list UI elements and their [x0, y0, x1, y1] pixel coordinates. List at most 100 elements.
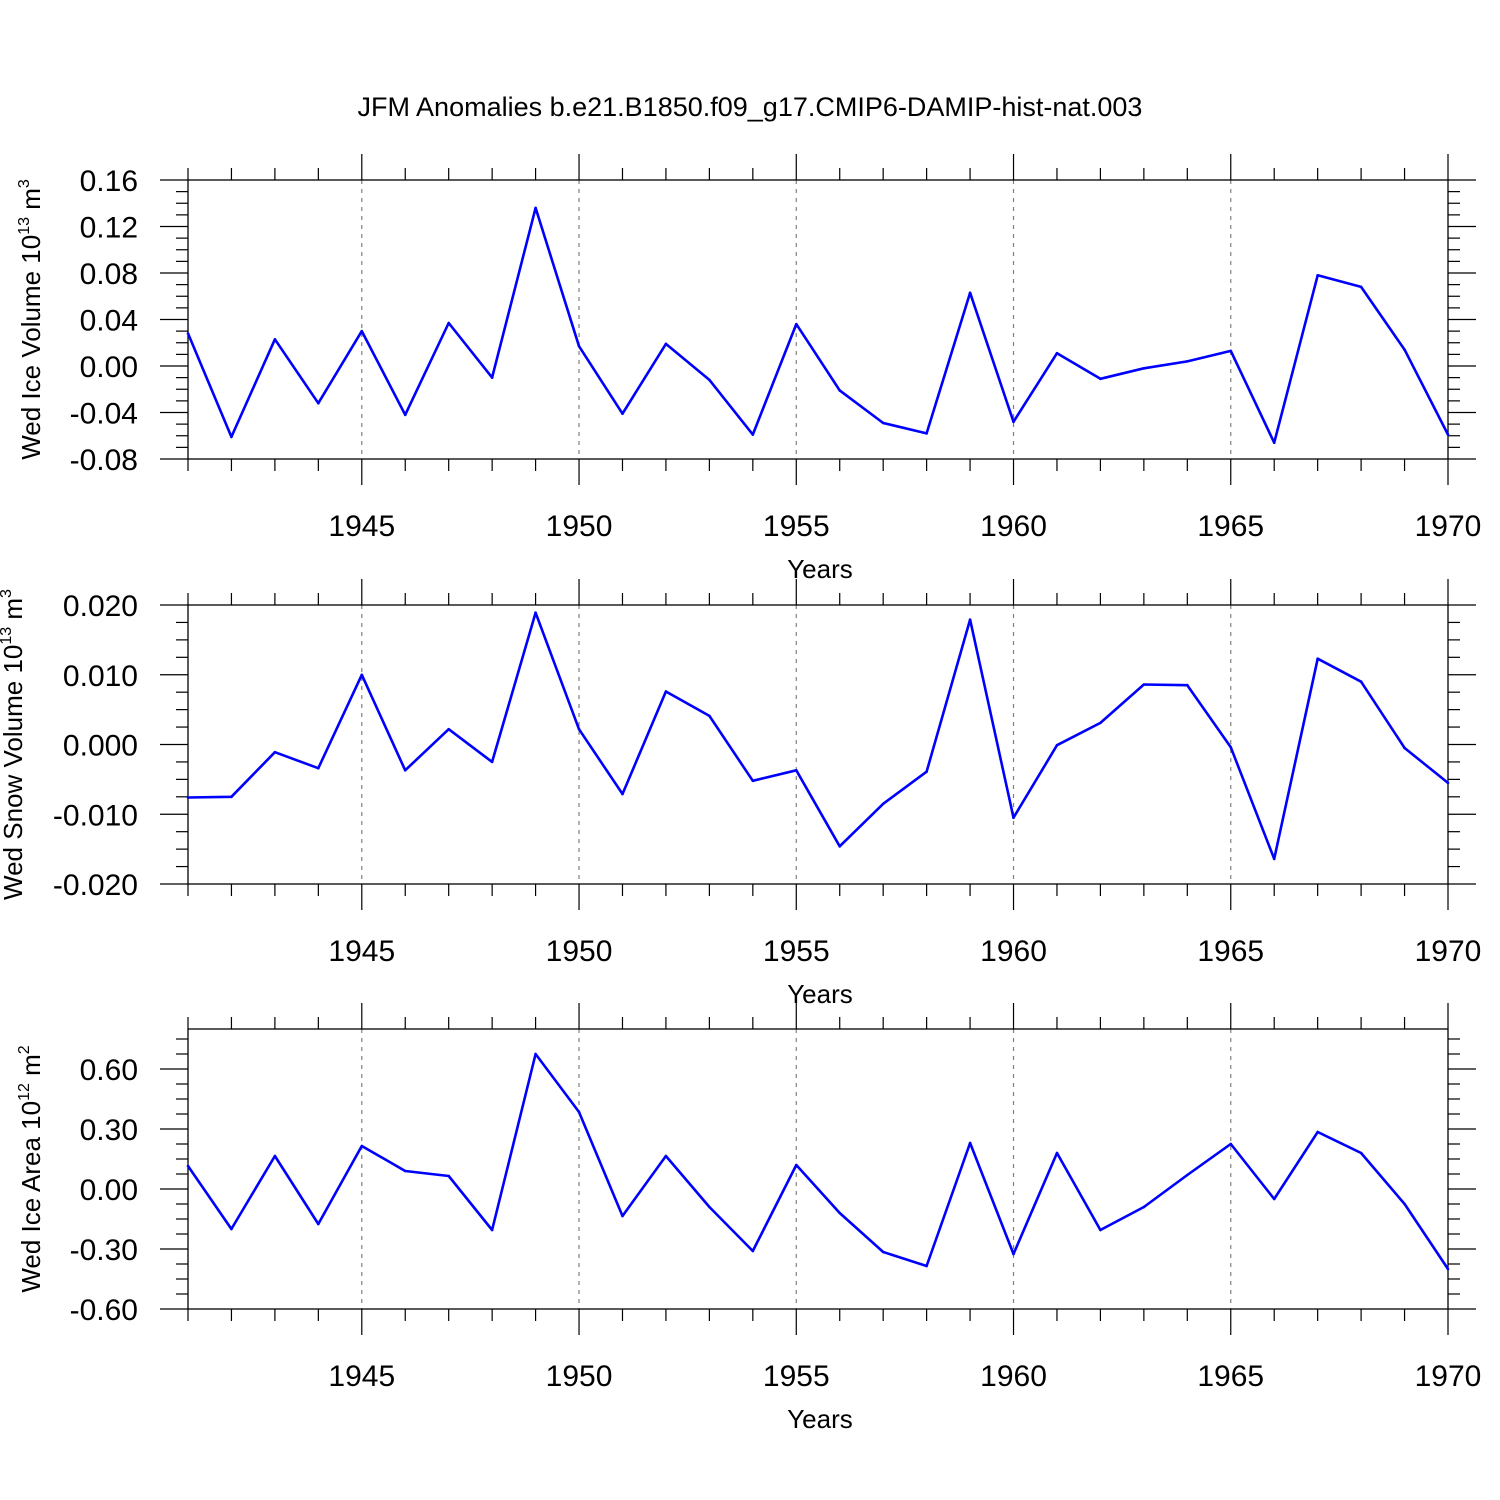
y-tick-label: 0.020 — [63, 590, 138, 623]
plot-frame — [187, 1028, 1449, 1310]
y-tick-label: -0.04 — [70, 398, 138, 431]
data-point — [1186, 1173, 1189, 1177]
x-tick-label: 1965 — [1197, 1360, 1264, 1393]
data-point — [447, 727, 450, 731]
data-point — [708, 714, 711, 718]
data-point — [708, 1205, 711, 1209]
data-point — [1012, 816, 1015, 820]
x-axis-label: Years — [787, 554, 853, 584]
x-axis-label: Years — [787, 979, 853, 1009]
data-point — [621, 412, 624, 415]
y-axis-label: Wed Ice Volume 1013 m3 — [16, 179, 46, 460]
data-point — [1186, 683, 1189, 687]
data-point — [1142, 367, 1146, 370]
x-tick-label: 1955 — [763, 1360, 830, 1393]
data-point — [1055, 1151, 1059, 1155]
data-point — [621, 792, 624, 796]
data-point — [664, 1154, 668, 1158]
data-point — [490, 376, 494, 379]
data-point — [1229, 349, 1233, 353]
y-tick-label: 0.04 — [80, 305, 138, 338]
panel-2: -0.020 -0.010 0.000 0.010 0.020 1945 1950 1955 1… — [0, 579, 1481, 1009]
data-point — [968, 1141, 972, 1145]
data-point — [1359, 680, 1363, 684]
data-point — [1446, 433, 1450, 436]
data-point — [403, 1169, 407, 1173]
data-point — [968, 291, 972, 295]
data-point — [881, 802, 885, 806]
data-point — [838, 389, 842, 392]
y-tick-label: -0.020 — [53, 869, 138, 902]
y-tick-label: 0.000 — [63, 730, 138, 763]
data-point — [317, 1222, 320, 1226]
data-point — [838, 1211, 842, 1215]
data-point — [664, 690, 668, 693]
x-tick-label: 1950 — [546, 1360, 613, 1393]
x-tick-label: 1970 — [1415, 1360, 1482, 1393]
x-tick-label: 1960 — [980, 1360, 1047, 1393]
data-point — [230, 435, 233, 439]
data-point — [577, 344, 581, 348]
y-tick-label: 0.60 — [80, 1054, 138, 1087]
data-point — [360, 1144, 364, 1148]
y-tick-label: -0.08 — [70, 444, 138, 477]
plot-frame — [187, 179, 1449, 460]
data-point — [230, 1227, 233, 1231]
data-point — [1055, 351, 1059, 355]
data-point — [1229, 745, 1233, 749]
plot-frame — [187, 604, 1449, 885]
data-point — [751, 433, 755, 436]
y-tick-label: 0.00 — [80, 1174, 138, 1207]
data-point — [1359, 285, 1363, 289]
data-point — [1055, 743, 1059, 747]
x-tick-label: 1965 — [1197, 510, 1264, 543]
data-point — [794, 322, 798, 326]
data-point — [490, 760, 494, 764]
data-point — [708, 378, 711, 382]
data-point — [230, 795, 233, 799]
data-point — [273, 750, 277, 754]
data-point — [925, 432, 928, 435]
data-point — [490, 1228, 494, 1232]
y-tick-label: 0.010 — [63, 660, 138, 693]
data-point — [1099, 721, 1102, 725]
data-point — [968, 618, 972, 621]
y-axis-label: Wed Snow Volume 1013 m3 — [0, 589, 28, 900]
series-line — [186, 206, 1450, 445]
series-line — [186, 1052, 1450, 1270]
data-point — [1229, 1142, 1233, 1146]
y-axis-label: Wed Ice Area 1012 m2 — [16, 1045, 46, 1292]
y-tick-label: 0.08 — [80, 258, 138, 291]
data-point — [447, 321, 450, 325]
data-point — [273, 337, 277, 341]
y-tick-label: 0.00 — [80, 351, 138, 384]
x-tick-label: 1950 — [546, 510, 613, 543]
data-point — [1403, 746, 1406, 750]
data-point — [1316, 1130, 1319, 1134]
x-tick-label: 1960 — [980, 935, 1047, 968]
data-point — [1272, 441, 1276, 445]
panel-3: -0.60 -0.30 0.00 0.30 0.60 1945 1950 1955 1960 19… — [16, 1003, 1481, 1434]
data-point — [1186, 360, 1189, 363]
x-axis-label: Years — [787, 1404, 853, 1434]
data-point — [1272, 1197, 1276, 1201]
data-point — [577, 1110, 581, 1114]
x-tick-label: 1965 — [1197, 935, 1264, 968]
x-tick-label: 1960 — [980, 510, 1047, 543]
x-tick-label: 1945 — [328, 935, 395, 968]
y-tick-label: -0.60 — [70, 1294, 138, 1327]
data-point — [534, 206, 537, 210]
data-point — [534, 1052, 537, 1056]
data-point — [186, 796, 190, 799]
data-point — [1403, 348, 1406, 352]
data-point — [534, 611, 537, 614]
x-tick-label: 1950 — [546, 935, 613, 968]
data-point — [621, 1214, 624, 1218]
data-point — [794, 1163, 798, 1167]
data-point — [1099, 1228, 1102, 1232]
x-tick-label: 1970 — [1415, 510, 1482, 543]
data-point — [838, 845, 842, 848]
data-point — [881, 421, 885, 425]
data-point — [1446, 781, 1450, 785]
